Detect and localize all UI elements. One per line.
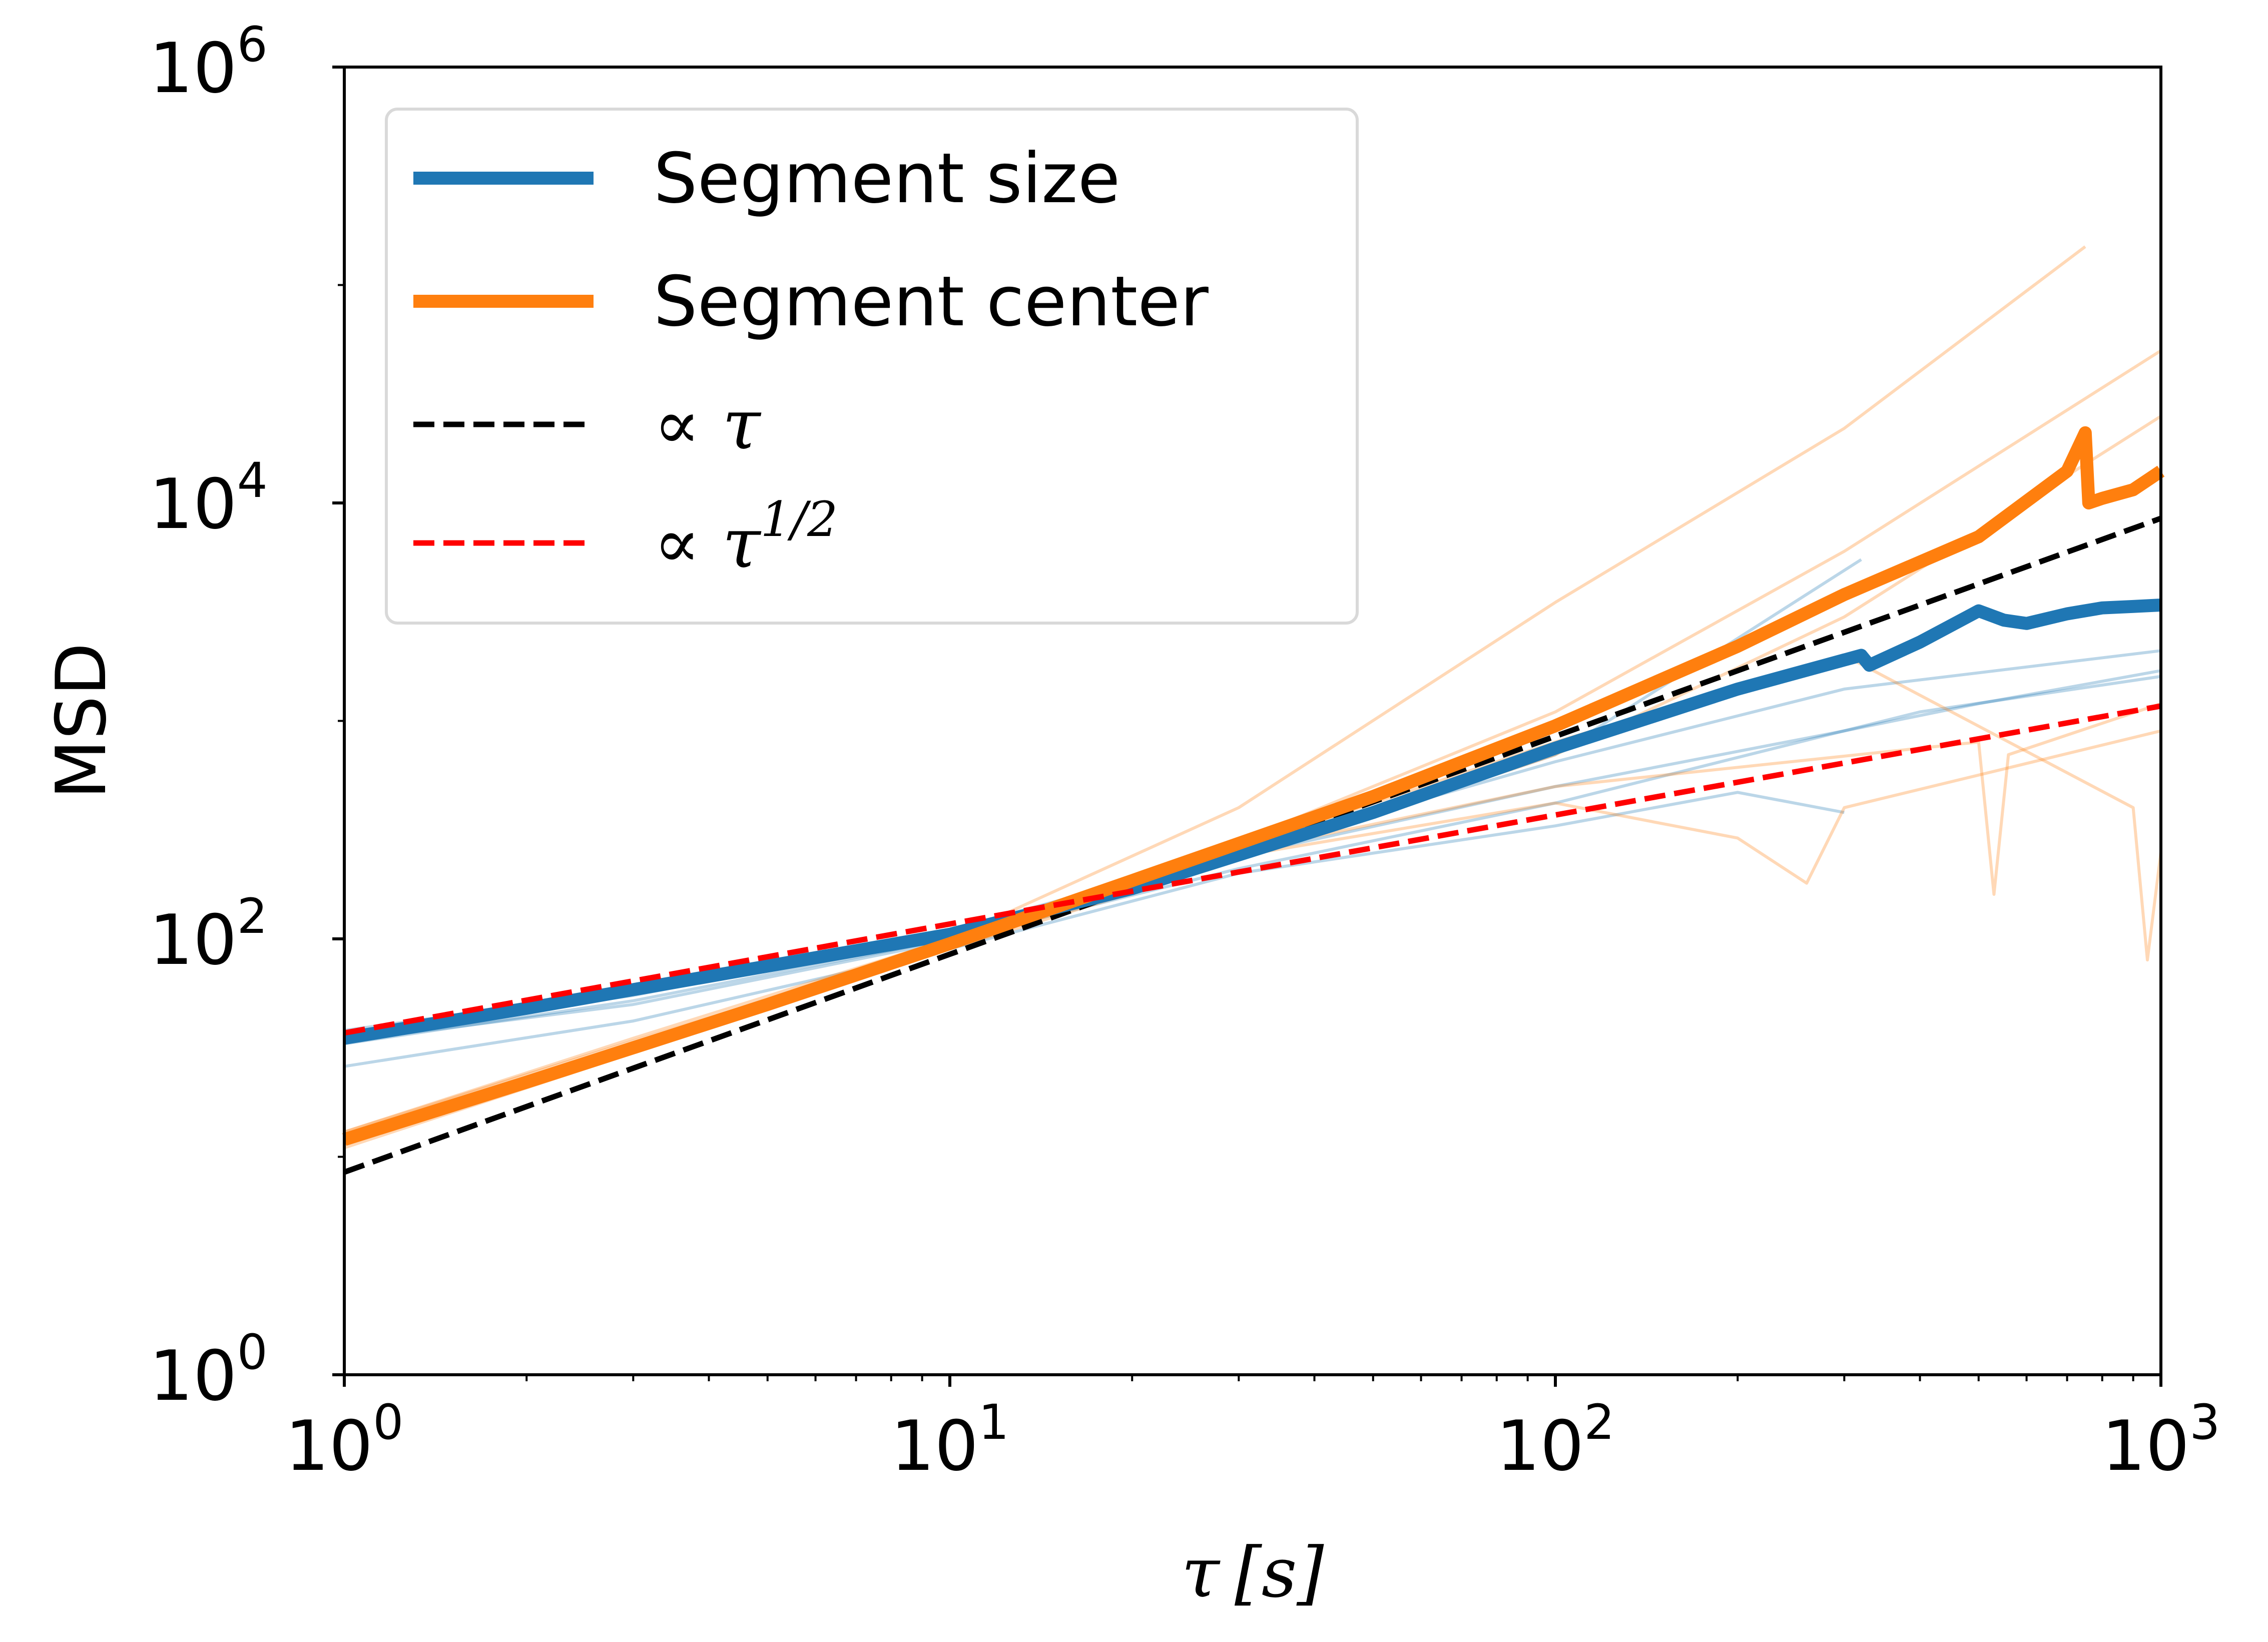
x-tick-label: 101 <box>891 1394 1009 1486</box>
y-tick-label: 100 <box>149 1324 268 1416</box>
x-tick-label: 103 <box>2102 1394 2220 1486</box>
trace-segment-size-1 <box>344 791 1845 1068</box>
trace-segment-size-5 <box>344 675 2161 1042</box>
series-lines <box>342 426 2165 1175</box>
y-axis-label: MSD <box>41 643 122 799</box>
series-proportional-tau-half <box>344 703 2161 1036</box>
series-segment-center <box>342 426 2165 1146</box>
trace-segment-center-6 <box>344 654 2162 1134</box>
y-tick-label: 106 <box>149 17 268 109</box>
series-segment-size <box>343 599 2161 1045</box>
trace-segment-center-4 <box>344 729 2161 1141</box>
legend-proportional-tau-label: ∝ τ <box>654 384 762 465</box>
x-axis-label: τ [s] <box>1182 1532 1324 1613</box>
x-axis-unit: [s] <box>1235 1532 1324 1613</box>
y-tick-label: 102 <box>149 888 268 980</box>
legend-segment-size-label: Segment size <box>654 138 1120 219</box>
legend-box <box>385 108 1359 625</box>
axis-ticks: 100 101 102 103 100 102 104 106 <box>149 17 2220 1486</box>
y-tick-label: 104 <box>149 452 268 544</box>
x-tick-label: 102 <box>1496 1394 1615 1486</box>
legend-segment-center-label: Segment center <box>654 261 1209 342</box>
x-axis-symbol: τ <box>1182 1532 1221 1613</box>
x-tick-label: 100 <box>285 1394 404 1486</box>
